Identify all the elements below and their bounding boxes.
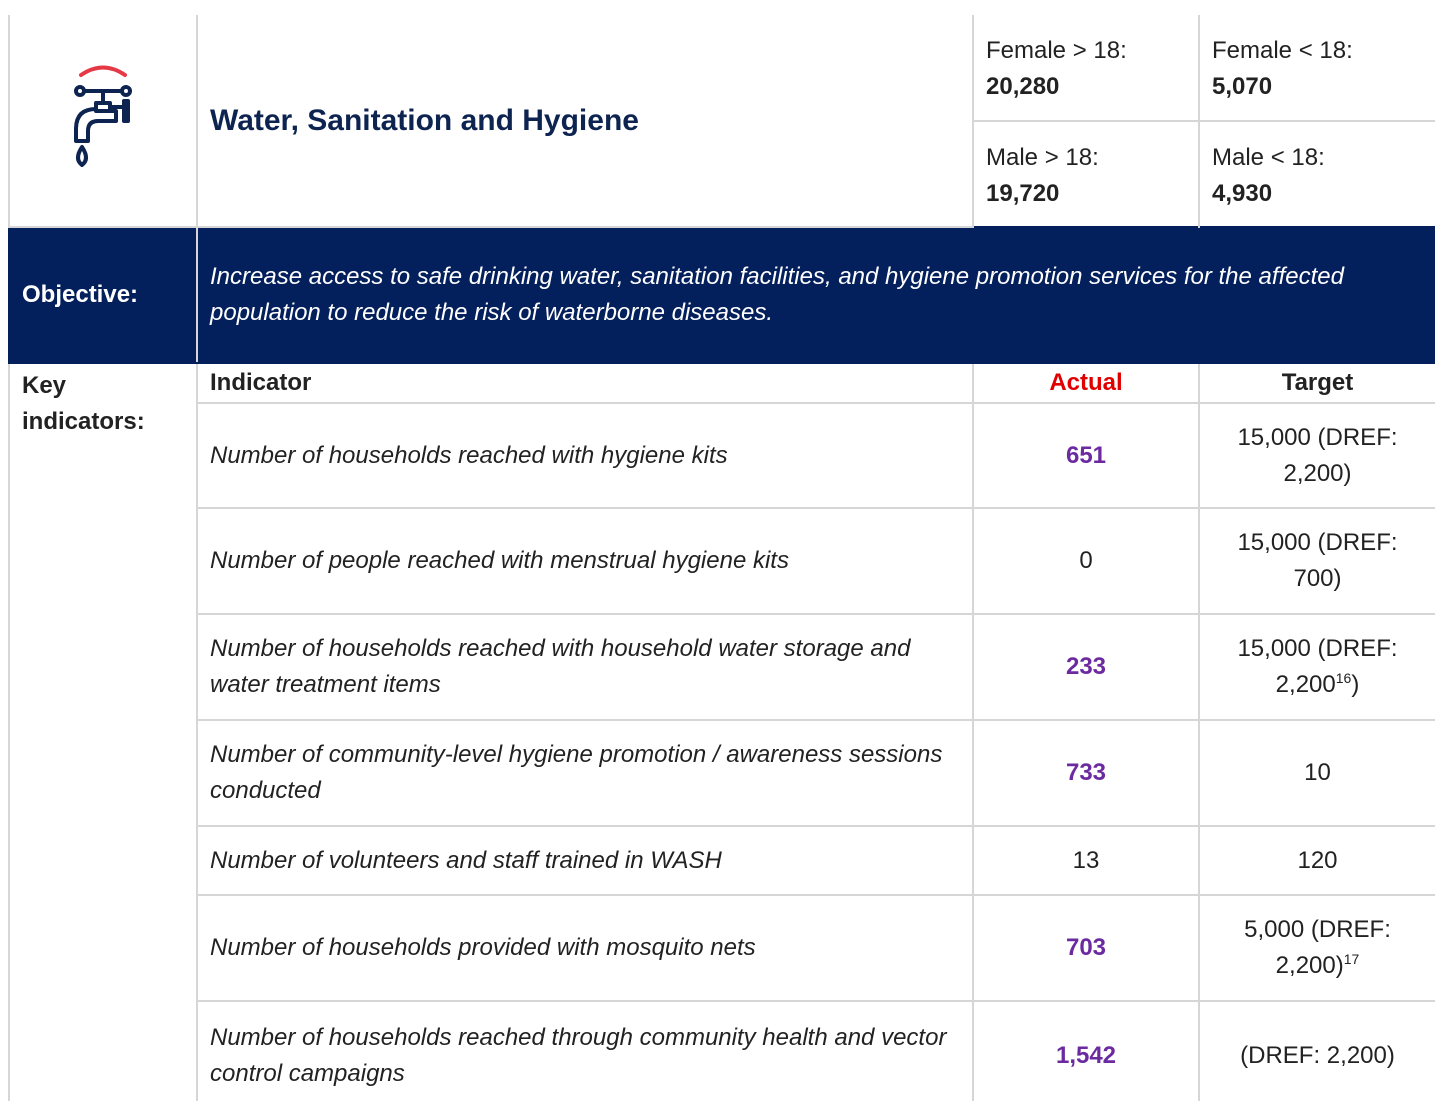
demo-value: 5,070: [1212, 73, 1273, 100]
demo-value: 19,720: [986, 180, 1060, 207]
target-text: (DREF: 2,200): [1240, 1042, 1395, 1069]
actual-value: 1,542: [972, 1000, 1200, 1101]
actual-value: 0: [972, 507, 1200, 615]
footnote-ref: 16: [1335, 670, 1352, 686]
indicator-row: Number of households reached through com…: [9, 1000, 1435, 1101]
footnote-ref: 17: [1343, 951, 1360, 967]
actual-value: 13: [972, 825, 1200, 896]
actual-value: 651: [972, 402, 1200, 509]
indicator-text: Number of households reached with househ…: [196, 613, 974, 721]
key-indicators-label: Key indicators:: [8, 362, 198, 1101]
icon-cell: [8, 15, 198, 228]
target-value: (DREF: 2,200): [1198, 1000, 1435, 1101]
column-header: Actual: [972, 362, 1200, 404]
indicator-text: Number of community-level hygiene promot…: [196, 719, 974, 827]
indicator-row: Number of volunteers and staff trained i…: [9, 825, 1435, 896]
target-text: 5,000 (DREF: 2,200): [1244, 916, 1391, 979]
target-value: 120: [1198, 825, 1435, 896]
indicator-row: Number of people reached with menstrual …: [9, 507, 1435, 615]
demo-label: Female < 18:: [1212, 37, 1353, 64]
indicator-text: Number of households reached with hygien…: [196, 402, 974, 509]
indicator-row: Number of community-level hygiene promot…: [9, 719, 1435, 827]
actual-value: 733: [972, 719, 1200, 827]
target-value: 15,000 (DREF: 700): [1198, 507, 1435, 615]
objective-text: Increase access to safe drinking water, …: [196, 226, 1435, 364]
section-title: Water, Sanitation and Hygiene: [196, 15, 974, 228]
column-header: Target: [1198, 362, 1435, 404]
column-header: Indicator: [196, 362, 974, 404]
indicator-text: Number of volunteers and staff trained i…: [196, 825, 974, 896]
objective-label: Objective:: [8, 226, 198, 364]
demographic: Male > 18: 19,720: [972, 120, 1200, 227]
demo-label: Male < 18:: [1212, 144, 1325, 171]
target-value: 15,000 (DREF: 2,20016): [1198, 613, 1435, 721]
target-text: 15,000 (DREF: 700): [1237, 529, 1398, 592]
target-value: 15,000 (DREF: 2,200): [1198, 402, 1435, 509]
demo-value: 20,280: [986, 73, 1060, 100]
target-text: ): [1351, 671, 1360, 698]
target-value: 10: [1198, 719, 1435, 827]
indicator-row: Number of households reached with hygien…: [9, 402, 1435, 509]
indicator-text: Number of people reached with menstrual …: [196, 507, 974, 615]
target-text: 120: [1297, 846, 1338, 874]
actual-value: 233: [972, 613, 1200, 721]
indicator-row: Number of households provided with mosqu…: [9, 894, 1435, 1002]
indicator-text: Number of households provided with mosqu…: [196, 894, 974, 1002]
demographic: Female < 18: 5,070: [1198, 15, 1435, 121]
target-text: 10: [1304, 759, 1331, 786]
faucet-icon: [74, 65, 132, 167]
target-value: 5,000 (DREF: 2,200)17: [1198, 894, 1435, 1002]
wash-table: Water, Sanitation and Hygiene Female > 1…: [8, 15, 1435, 1101]
indicator-text: Number of households reached through com…: [196, 1000, 974, 1101]
demo-label: Male > 18:: [986, 144, 1099, 171]
target-text: 15,000 (DREF: 2,200): [1237, 423, 1398, 487]
target-text: 15,000 (DREF: 2,200: [1237, 635, 1398, 698]
demo-value: 4,930: [1212, 180, 1273, 207]
demographic: Female > 18: 20,280: [972, 15, 1200, 121]
demographic: Male < 18: 4,930: [1198, 120, 1435, 227]
demo-label: Female > 18:: [986, 37, 1127, 64]
actual-value: 703: [972, 894, 1200, 1002]
indicator-row: Number of households reached with househ…: [9, 613, 1435, 721]
